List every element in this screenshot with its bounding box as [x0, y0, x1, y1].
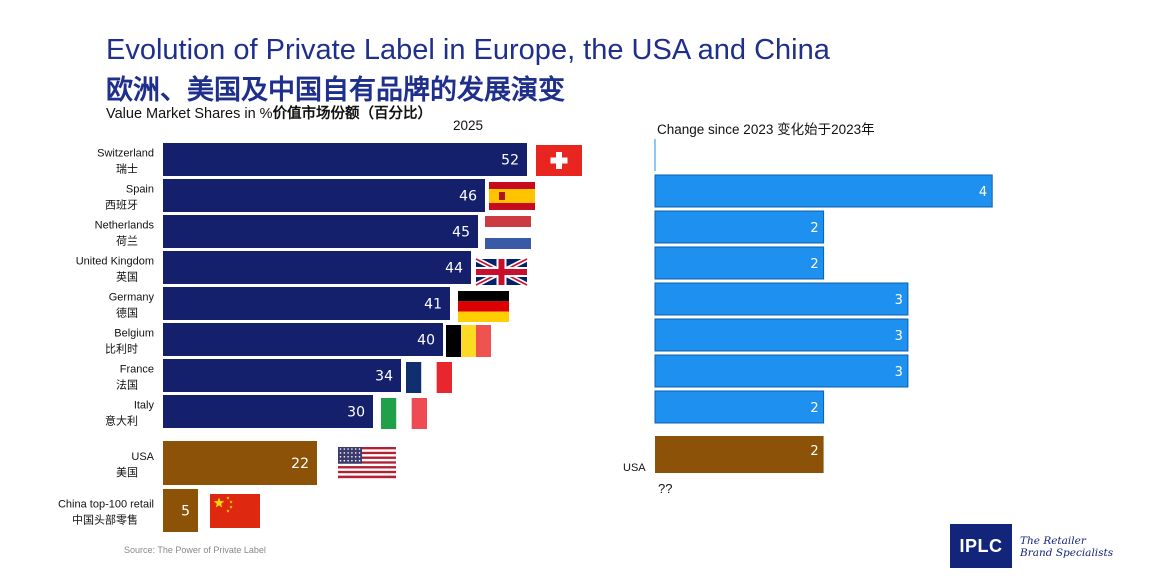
change-value-label: 2: [810, 257, 818, 272]
change-value-label: 2: [810, 444, 818, 459]
change-usa-note: ??: [658, 481, 672, 496]
usa-flag-icon: [338, 447, 396, 479]
spain-flag-icon: [489, 182, 535, 210]
country-label-zh: 美国: [116, 466, 138, 479]
share-value-label: 46: [459, 189, 477, 205]
country-label-en: Spain: [126, 184, 154, 196]
country-label-en: Netherlands: [95, 220, 155, 232]
change-value-label: 4: [979, 185, 987, 200]
germany-flag-icon: [458, 291, 509, 322]
change-bar: [654, 210, 825, 244]
country-label-zh: 意大利: [105, 414, 138, 428]
share-bar: [163, 323, 443, 356]
country-label-zh: 中国头部零售: [72, 513, 138, 527]
china-flag-icon: [210, 494, 260, 528]
chart-subtitle: Value Market Shares in %价值市场份额（百分比）: [106, 102, 432, 123]
change-chart-title: Change since 2023 变化始于2023年: [657, 122, 875, 137]
share-value-label: 5: [181, 504, 190, 520]
belgium-flag-icon: [446, 325, 491, 357]
change-bar: [654, 282, 909, 316]
country-label-zh: 比利时: [105, 343, 138, 356]
country-label-zh: 荷兰: [116, 235, 138, 248]
source-note: Source: The Power of Private Label: [124, 545, 266, 555]
share-value-label: 34: [375, 369, 393, 385]
share-bar: [163, 441, 317, 485]
country-label-en: France: [120, 364, 154, 376]
change-bar: [654, 174, 993, 208]
share-bar: [163, 359, 401, 392]
country-label-zh: 德国: [116, 306, 138, 320]
change-bar: [655, 436, 824, 473]
change-bar: [654, 354, 909, 388]
share-bar: [163, 287, 450, 320]
change-usa-label: USA: [623, 462, 646, 474]
switzerland-flag-icon: [536, 145, 582, 176]
share-value-label: 40: [417, 333, 435, 349]
country-label-zh: 英国: [116, 270, 138, 284]
share-value-label: 52: [501, 153, 519, 169]
uk-flag-icon: [474, 256, 529, 288]
change-value-label: 2: [810, 401, 818, 416]
country-label-en: Italy: [134, 400, 155, 412]
page-title-zh: 欧洲、美国及中国自有品牌的发展演变: [106, 75, 565, 105]
italy-flag-icon: [381, 398, 427, 429]
share-value-label: 30: [347, 405, 365, 421]
share-bar: [163, 143, 527, 176]
country-label-zh: 瑞士: [116, 162, 138, 176]
country-label-en: United Kingdom: [76, 256, 154, 268]
subtitle-zh: 价值市场份额（百分比）: [272, 106, 433, 122]
change-value-label: 2: [810, 221, 818, 236]
france-flag-icon: [406, 362, 452, 393]
change-value-label: 3: [895, 329, 903, 344]
change-bar: [654, 390, 825, 424]
change-value-label: 3: [895, 293, 903, 308]
share-value-label: 44: [445, 261, 463, 277]
change-bar: [654, 318, 909, 352]
share-value-label: 22: [291, 456, 309, 472]
share-chart-title: 2025: [453, 118, 484, 133]
share-bar: [163, 489, 198, 532]
country-label-zh: 西班牙: [105, 199, 138, 212]
share-bar: [163, 179, 485, 212]
share-value-label: 41: [424, 297, 442, 313]
share-bar: [163, 395, 373, 428]
change-value-label: 3: [895, 365, 903, 380]
share-bar: [163, 251, 471, 284]
page-title-en: Evolution of Private Label in Europe, th…: [106, 34, 830, 66]
change-bar: [654, 246, 825, 280]
logo-tagline: The Retailer Brand Specialists: [1020, 535, 1114, 559]
subtitle-en: Value Market Shares in %: [106, 106, 273, 122]
share-bar: [163, 215, 478, 248]
country-label-en: Switzerland: [97, 148, 154, 160]
share-value-label: 45: [452, 225, 470, 241]
country-label-en: Belgium: [114, 328, 154, 340]
country-label-en: Germany: [109, 292, 155, 304]
country-label-en: USA: [131, 451, 154, 463]
country-label-en: China top-100 retail: [58, 499, 154, 511]
netherlands-flag-icon: [485, 216, 531, 249]
country-label-zh: 法国: [116, 378, 138, 392]
iplc-logo: IPLC: [950, 524, 1012, 568]
